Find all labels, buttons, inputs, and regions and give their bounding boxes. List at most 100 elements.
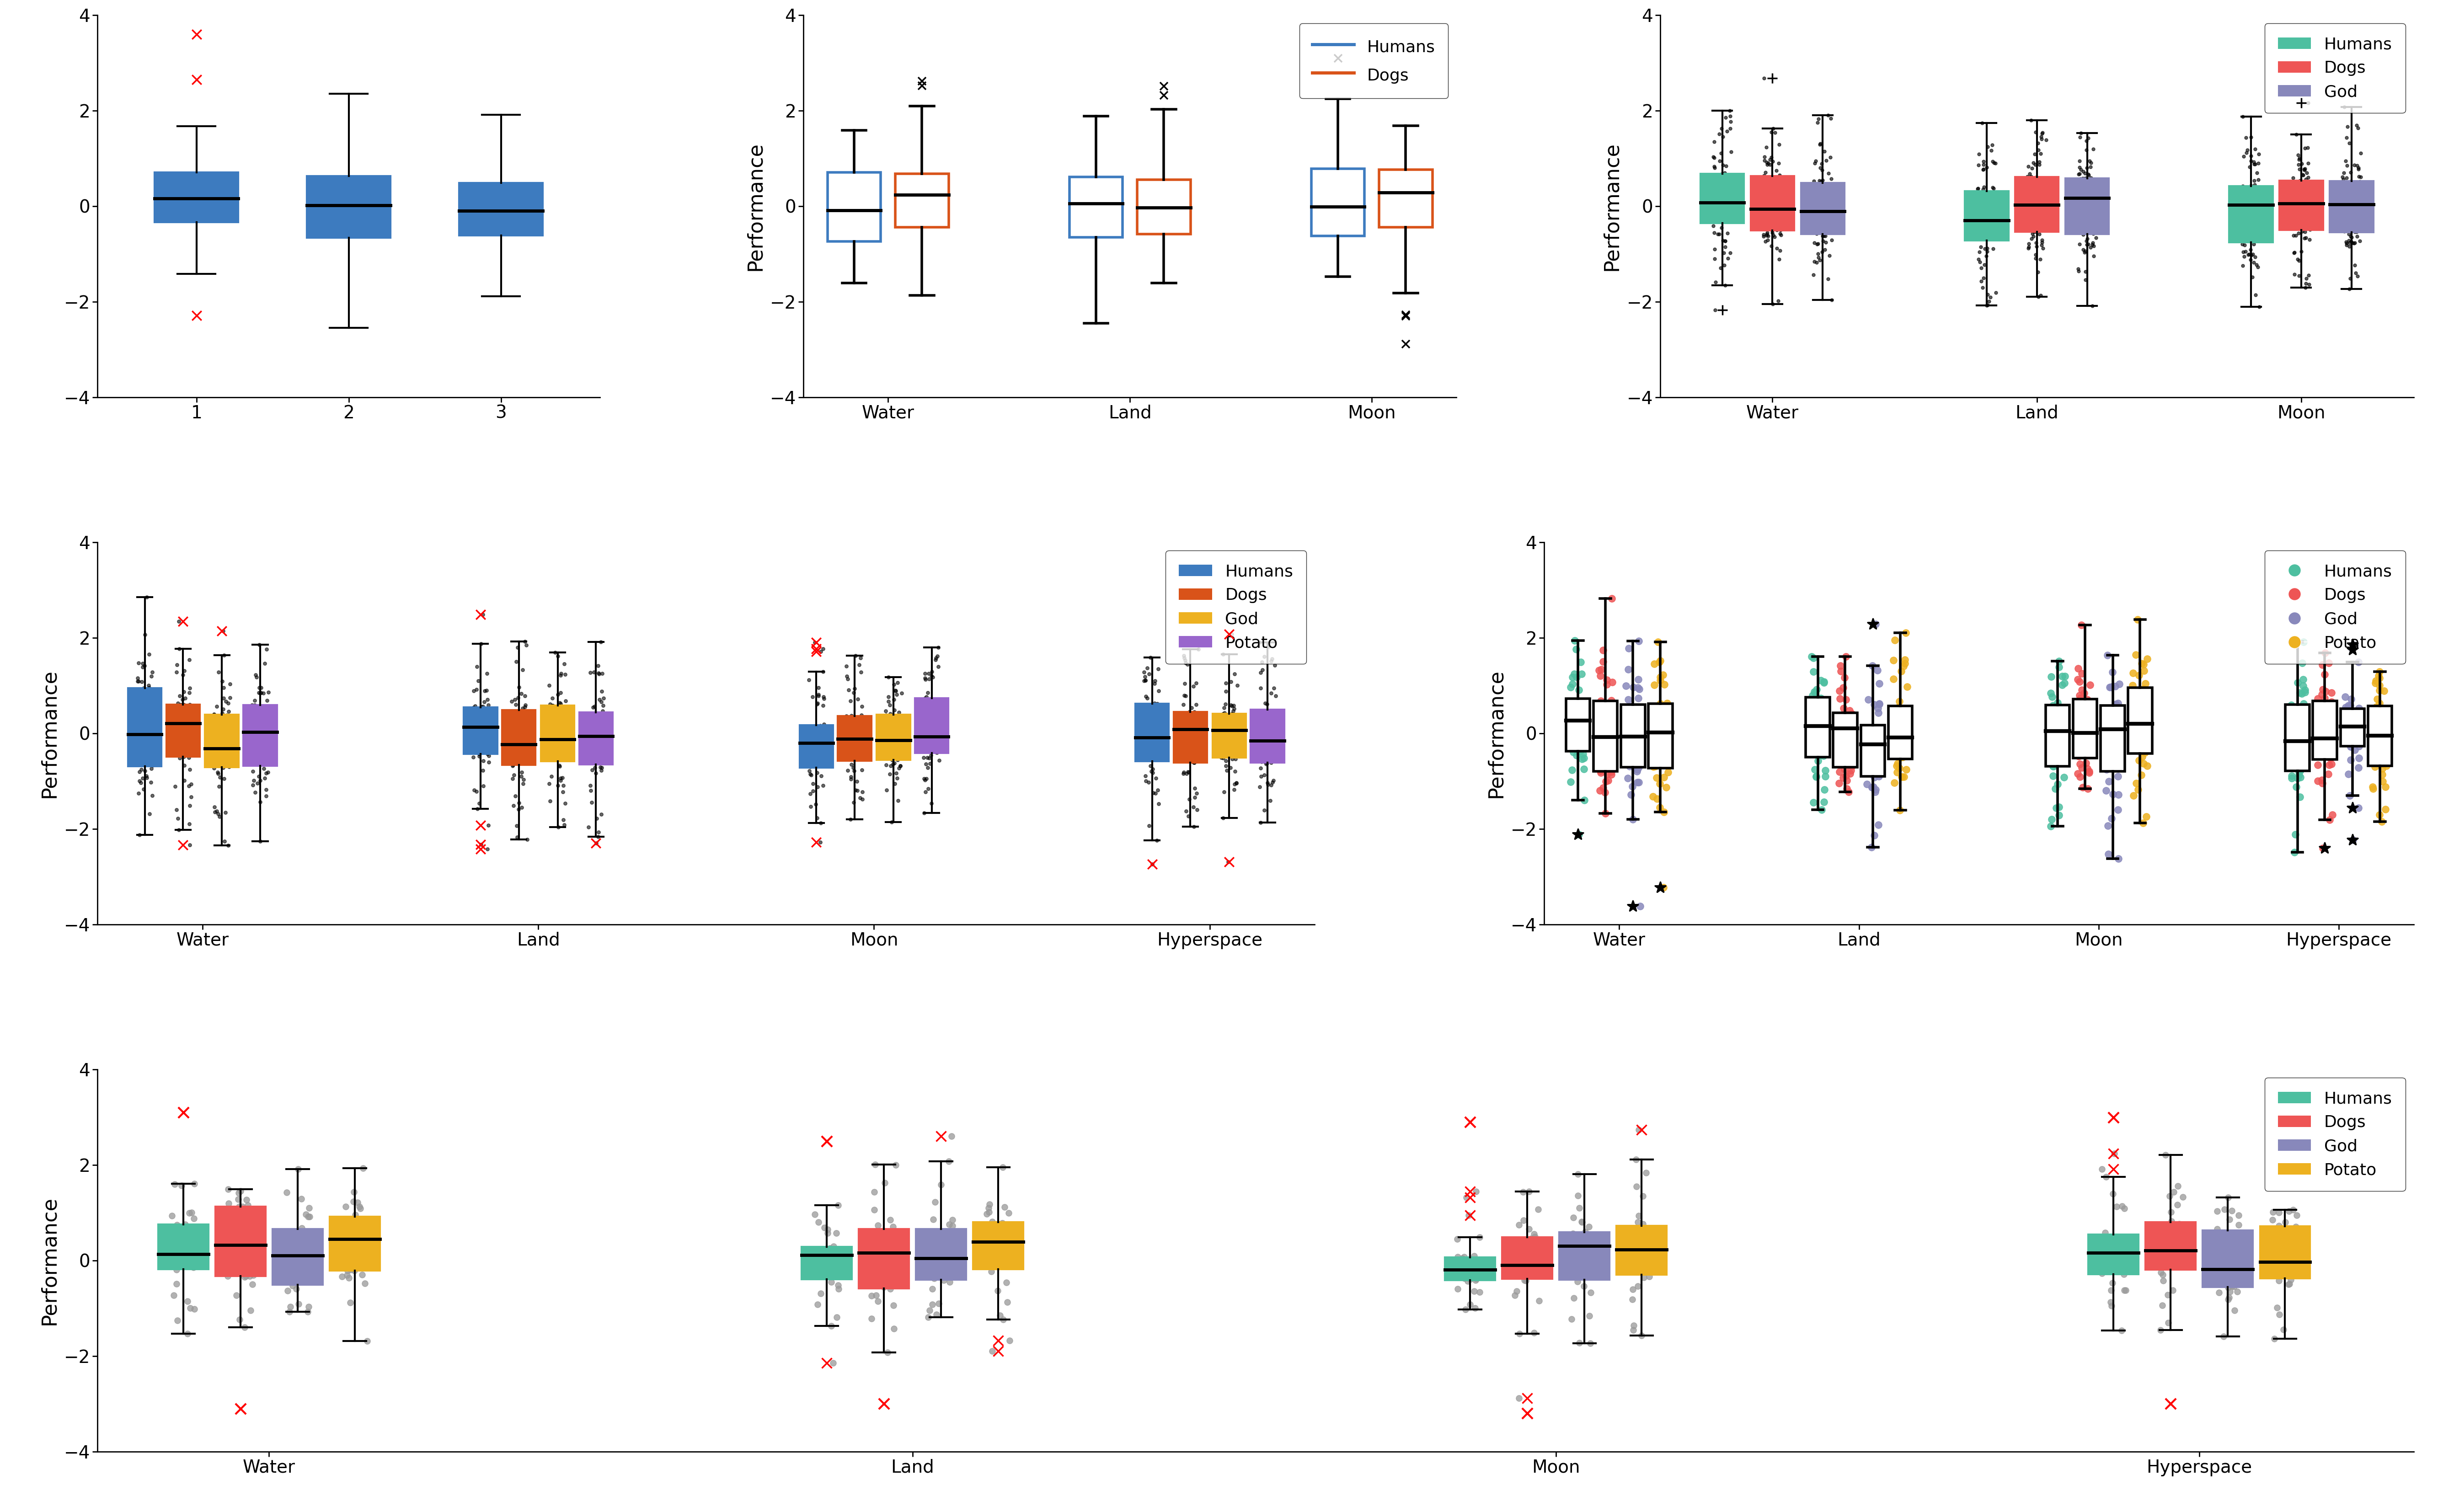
Point [171,1228,210,1252]
Point [2287,266,2326,290]
Point [232,692,271,717]
Point [1573,1281,1612,1305]
Point [2236,230,2275,254]
Point [2233,192,2272,216]
Point [1560,823,1599,847]
Point [1616,1175,1655,1199]
Point [1565,1220,1604,1244]
Point [239,771,278,795]
Point [1828,705,1868,729]
Point [790,727,829,751]
Bar [858,1229,909,1288]
Point [2226,141,2265,165]
Point [1165,646,1204,670]
Point [1799,248,1838,272]
Point [912,712,951,736]
Point [578,653,617,677]
Point [575,761,614,785]
Point [2011,165,2050,189]
Point [1963,210,2002,234]
Point [1709,221,1748,245]
Point [790,762,829,786]
Point [1760,183,1799,207]
Point [2011,107,2050,132]
Point [1212,703,1251,727]
Point [1514,1222,1553,1246]
Point [195,703,234,727]
Point [1585,718,1624,742]
Point [1970,194,2009,218]
Point [2331,169,2370,194]
Point [1592,587,1631,611]
Point [1694,154,1733,178]
Point [2333,189,2372,213]
Point [797,715,836,739]
Point [1565,1275,1604,1299]
Point [1165,798,1204,823]
Point [2016,142,2055,166]
Point [158,706,197,730]
Point [1612,742,1651,767]
Point [1975,177,2014,201]
Point [870,753,909,777]
Point [1792,727,1831,751]
Point [2060,156,2099,180]
Point [2094,1142,2133,1166]
Point [1631,1228,1670,1252]
Point [1963,219,2002,243]
Point [2126,711,2165,735]
Point [2338,795,2377,820]
Point [456,717,495,741]
Point [283,1225,322,1249]
Point [2265,1259,2304,1284]
Point [122,771,161,795]
Point [1792,689,1831,714]
Point [2306,732,2345,756]
Point [2340,192,2379,216]
Point [2094,1157,2133,1181]
Point [278,1157,317,1181]
Point [1804,197,1843,221]
Point [2065,222,2104,246]
Point [2331,178,2370,203]
Point [2067,228,2106,253]
Point [2284,667,2323,691]
Point [2309,753,2348,777]
Point [2075,184,2114,209]
Point [536,640,575,664]
Point [826,705,865,729]
Point [2092,1250,2131,1275]
Point [2075,234,2114,259]
Point [2275,1237,2314,1261]
Point [1582,638,1621,662]
Point [2333,216,2372,240]
Point [156,724,195,748]
Point [1797,194,1836,218]
Point [2067,156,2106,180]
Point [2326,685,2365,709]
Point [1646,723,1685,747]
Point [912,1278,951,1302]
Point [541,735,580,759]
Point [1824,676,1863,700]
Point [2280,142,2319,166]
Point [2299,753,2338,777]
Point [1243,708,1282,732]
Point [1967,243,2006,268]
Point [239,632,278,656]
Point [1131,735,1170,759]
Point [2287,168,2326,192]
Point [829,741,868,765]
Point [2265,1210,2304,1234]
Point [1802,157,1841,181]
Point [1880,696,1919,720]
Point [2228,180,2267,204]
Point [1558,1231,1597,1255]
Point [1958,213,1997,237]
Point [865,1235,904,1259]
Point [2089,813,2128,838]
Bar [1860,726,1885,777]
Bar [800,726,834,768]
Point [1794,169,1833,194]
Point [841,646,880,670]
